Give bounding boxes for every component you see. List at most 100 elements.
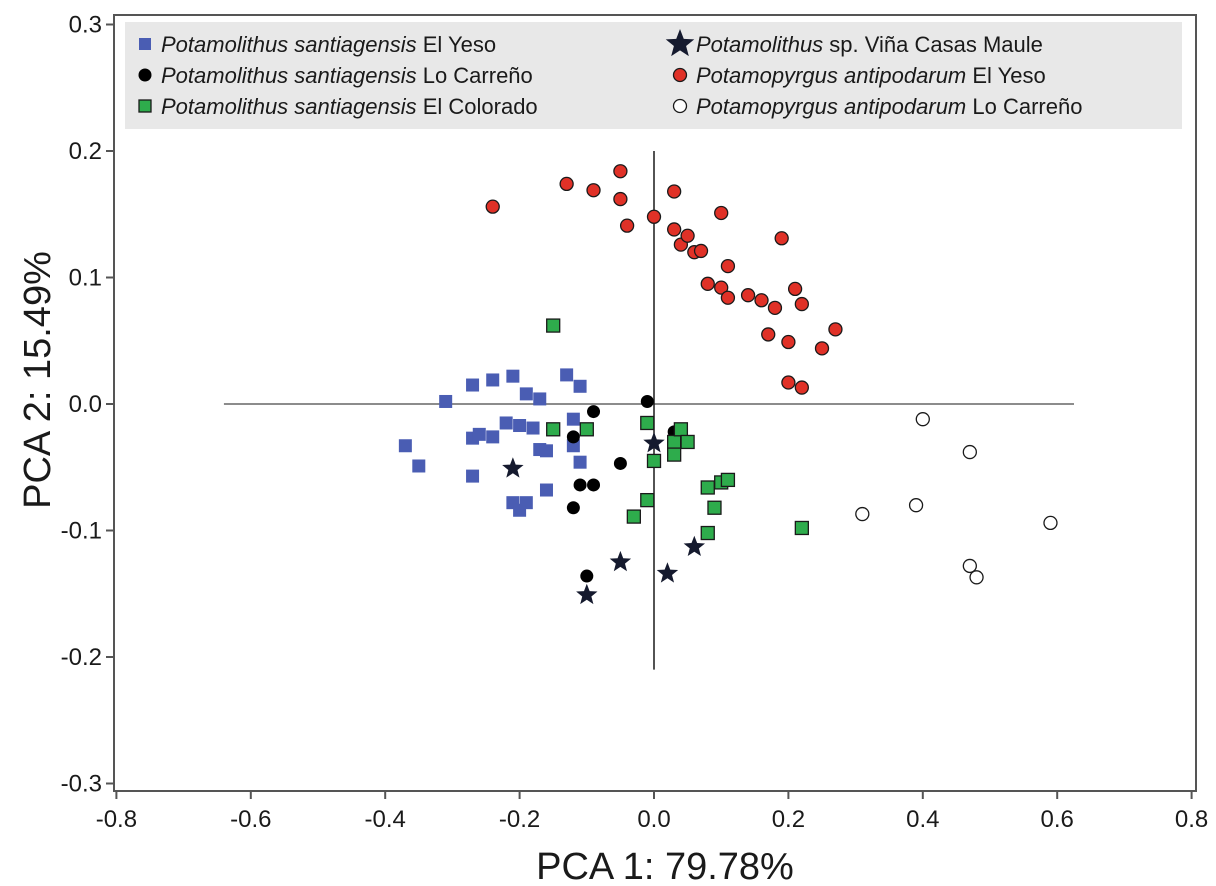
data-point [559,176,574,192]
legend-marker [672,67,688,83]
data-point [566,501,580,515]
y-tick-label: 0.1 [69,265,102,292]
data-point [619,218,635,233]
data-point [700,480,715,495]
data-point [539,444,553,458]
data-point [640,394,654,408]
data-point [626,509,641,524]
y-tick-label: -0.3 [61,771,102,798]
data-point [439,394,453,408]
data-point [656,562,679,583]
x-tick-label: 0.0 [637,806,670,833]
legend-marker [138,68,152,82]
data-point [969,570,984,585]
data-point [499,416,513,430]
data-point [586,183,601,198]
data-point [502,457,524,478]
data-point [613,456,627,470]
data-point [533,392,547,406]
data-point [707,500,722,515]
data-point [513,419,527,433]
data-point [546,318,561,333]
legend-marker [139,38,151,50]
data-point [587,478,601,492]
data-point [781,375,796,390]
data-points [398,164,1058,605]
data-point [787,281,803,297]
x-tick-label: -0.8 [96,806,137,833]
legend: Potamolithus santiagensis El Yeso Potamol… [125,22,1182,129]
data-point [908,498,924,513]
data-point [466,469,480,483]
data-point [587,405,601,419]
data-point [700,276,715,291]
series-1 [398,368,587,517]
series-6 [855,412,1058,585]
data-point [700,525,715,541]
data-point [506,369,520,383]
y-axis-title: PCA 2: 15.49% [17,251,59,509]
legend-entry: Potamopyrgus antipodarum Lo Carreño [696,94,1082,119]
series-4 [502,431,706,605]
data-point [667,222,682,237]
data-point [539,483,553,497]
data-point [667,184,682,199]
y-tick-label: 0.0 [69,391,102,418]
data-point [720,472,736,488]
data-point [466,378,480,392]
data-point [643,431,665,453]
legend-box [125,22,1182,129]
data-point [613,164,628,179]
data-point [781,334,796,350]
y-tick-label: 0.2 [69,138,102,165]
x-tick-label: -0.2 [499,806,540,833]
x-tick-label: 0.4 [906,806,939,833]
data-point [683,535,706,557]
x-tick-label: -0.4 [365,806,406,833]
data-point [720,290,736,305]
data-point [667,447,682,462]
legend-entry: Potamolithus santiagensis El Colorado [161,94,538,119]
data-point [613,191,628,207]
legend-entry: Potamolithus santiagensis Lo Carreño [161,63,533,88]
data-point [573,478,587,492]
legend-marker [138,99,152,113]
data-point [526,421,540,435]
y-tick-label: 0.3 [69,12,102,39]
data-point [646,453,662,469]
data-point [714,280,729,295]
data-point [767,300,783,316]
data-point [962,558,977,574]
legend-entry: Potamolithus santiagensis El Yeso [161,32,496,57]
data-point [573,455,587,469]
data-point [794,520,809,536]
legend-entry: Potamopyrgus antipodarum El Yeso [696,63,1046,88]
series-3 [546,318,809,541]
legend-entry: Potamolithus sp. Viña Casas Maule [696,32,1043,57]
data-point [486,373,500,387]
data-point [519,387,533,401]
data-point [761,327,776,342]
x-tick-label: 0.6 [1041,806,1074,833]
data-point [472,427,486,441]
data-point [579,422,594,437]
data-point [754,293,769,308]
data-point [855,506,870,522]
x-tick-label: 0.2 [772,806,805,833]
data-point [794,296,809,312]
data-point [566,412,580,426]
axis-ticks: -0.8 -0.6 -0.4 -0.2 0.0 0.2 0.4 0.6 0.8 -0.3 -0.2 -… [61,12,1209,834]
data-point [774,231,789,246]
data-point [693,243,709,259]
data-point [720,258,736,274]
legend-marker [672,98,688,114]
y-tick-label: -0.2 [61,644,102,671]
data-point [680,434,695,450]
data-point [794,380,809,395]
data-point [714,205,729,221]
data-point [667,434,682,450]
data-point [576,583,598,605]
data-point [580,569,594,583]
data-point [673,422,689,437]
